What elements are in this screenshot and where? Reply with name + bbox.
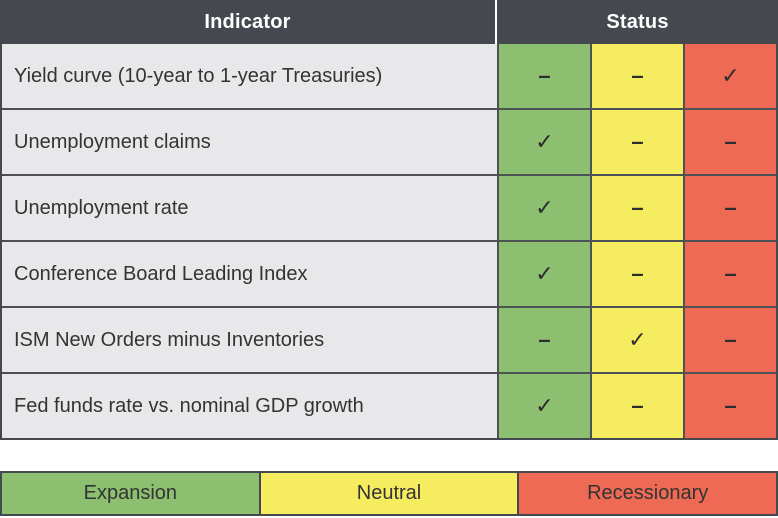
status-cell-neutral: – <box>592 374 683 438</box>
legend-item-neutral: Neutral <box>260 473 518 514</box>
header-indicator: Indicator <box>0 0 497 44</box>
status-cell-expansion: ✓ <box>499 374 590 438</box>
indicator-label-unemployment-rate: Unemployment rate <box>2 176 497 240</box>
status-cell-recessionary: ✓ <box>685 44 776 108</box>
status-cell-expansion: ✓ <box>499 242 590 306</box>
legend-item-recessionary: Recessionary <box>519 473 776 514</box>
status-cell-neutral: – <box>592 110 683 174</box>
status-cell-expansion: – <box>499 44 590 108</box>
status-cell-neutral: ✓ <box>592 308 683 372</box>
status-cell-recessionary: – <box>685 110 776 174</box>
table-body: Yield curve (10-year to 1-year Treasurie… <box>0 44 778 440</box>
table-header-row: Indicator Status <box>0 0 778 44</box>
indicator-label-conference-board: Conference Board Leading Index <box>2 242 497 306</box>
status-cell-expansion: ✓ <box>499 110 590 174</box>
status-cell-recessionary: – <box>685 308 776 372</box>
status-cell-neutral: – <box>592 44 683 108</box>
status-cell-recessionary: – <box>685 242 776 306</box>
status-cell-neutral: – <box>592 242 683 306</box>
status-cell-neutral: – <box>592 176 683 240</box>
indicator-label-fed-funds-rate: Fed funds rate vs. nominal GDP growth <box>2 374 497 438</box>
status-cell-recessionary: – <box>685 176 776 240</box>
indicator-label-yield-curve: Yield curve (10-year to 1-year Treasurie… <box>2 44 497 108</box>
status-cell-recessionary: – <box>685 374 776 438</box>
indicator-label-unemployment-claims: Unemployment claims <box>2 110 497 174</box>
status-cell-expansion: ✓ <box>499 176 590 240</box>
status-cell-expansion: – <box>499 308 590 372</box>
header-status: Status <box>606 10 669 33</box>
legend: Expansion Neutral Recessionary <box>0 471 778 516</box>
indicator-label-ism-new-orders: ISM New Orders minus Inventories <box>2 308 497 372</box>
legend-item-expansion: Expansion <box>2 473 259 514</box>
